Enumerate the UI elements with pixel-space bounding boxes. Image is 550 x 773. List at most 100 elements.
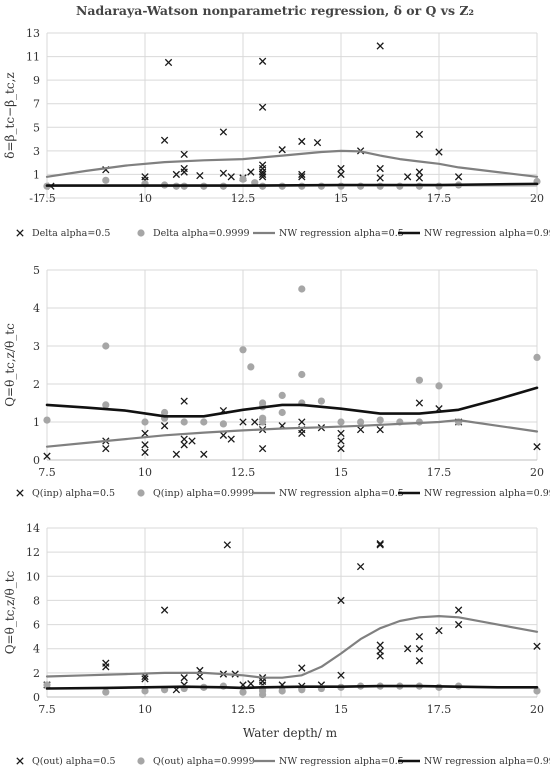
data-point-cross bbox=[337, 596, 345, 605]
regression-line bbox=[45, 182, 539, 187]
data-point-cross bbox=[258, 103, 267, 111]
x-tick-label: 12.5 bbox=[231, 703, 256, 716]
data-point-cross bbox=[219, 169, 228, 177]
series-line-3 bbox=[45, 615, 539, 679]
legend-label: NW regression alpha=0.9999 bbox=[424, 228, 550, 239]
data-point-cross bbox=[180, 164, 188, 173]
data-point-cross bbox=[258, 57, 267, 65]
y-tick-label: 0 bbox=[33, 691, 40, 704]
legend-label: NW regression alpha=0.9999 bbox=[424, 756, 550, 767]
data-point-dot bbox=[298, 285, 306, 293]
y-tick-label: 5 bbox=[33, 121, 40, 134]
data-point-cross bbox=[337, 437, 345, 445]
data-point-cross bbox=[533, 443, 541, 451]
legend-label: Q(out) alpha=0.5 bbox=[32, 756, 116, 767]
data-point-cross bbox=[337, 170, 345, 179]
regression-line bbox=[45, 615, 539, 679]
data-point-cross bbox=[219, 128, 228, 136]
legend: Q(out) alpha=0.5 Q(out) alpha=0.9999 NW re… bbox=[16, 756, 550, 767]
data-point-cross bbox=[356, 425, 365, 434]
figure-title: Nadaraya-Watson nonparametric regression… bbox=[76, 3, 474, 18]
data-point-cross bbox=[239, 418, 247, 426]
data-point-cross bbox=[141, 448, 149, 457]
series-line-3 bbox=[45, 419, 539, 448]
legend-label: NW regression alpha=0.9999 bbox=[424, 488, 550, 499]
panel-3: 0 2 4 6 8 10 12 14 7.5 10 12.5 15 17.5 20 Q=θ_tc,z/θ_t… bbox=[3, 522, 550, 767]
data-point-cross bbox=[160, 422, 169, 430]
data-point-dot bbox=[141, 687, 149, 695]
y-tick-label: 8 bbox=[33, 594, 40, 607]
data-point-cross bbox=[43, 452, 51, 460]
regression-line bbox=[45, 386, 539, 418]
x-tick-label: 20 bbox=[530, 192, 544, 205]
legend-marker-cross bbox=[16, 757, 24, 765]
data-point-cross bbox=[376, 42, 384, 50]
data-point-cross bbox=[356, 562, 365, 571]
data-point-cross bbox=[454, 173, 463, 181]
legend-label: Delta alpha=0.5 bbox=[32, 228, 110, 239]
legend-label: NW regression alpha=0.5 bbox=[279, 228, 404, 239]
data-point-cross bbox=[435, 148, 443, 156]
data-point-dot bbox=[43, 681, 51, 689]
y-tick-label: 3 bbox=[33, 145, 40, 158]
series-dot-2 bbox=[43, 175, 541, 190]
data-point-cross bbox=[376, 647, 384, 655]
data-point-cross bbox=[376, 164, 384, 173]
data-point-dot bbox=[278, 408, 286, 417]
data-point-cross bbox=[196, 672, 204, 681]
y-tick-label: 9 bbox=[33, 74, 40, 87]
data-point-dot bbox=[376, 416, 384, 424]
data-point-dot bbox=[239, 346, 247, 354]
series-dot-2 bbox=[43, 681, 541, 699]
y-tick-label: 11 bbox=[26, 51, 40, 64]
x-tick-label: 7.5 bbox=[38, 192, 56, 205]
data-point-dot bbox=[298, 370, 306, 379]
data-point-cross bbox=[298, 664, 306, 672]
data-point-dot bbox=[259, 399, 267, 407]
data-point-cross bbox=[337, 429, 345, 438]
data-point-cross bbox=[102, 444, 110, 453]
legend-label: Q(inp) alpha=0.5 bbox=[32, 488, 115, 499]
y-tick-label: 7 bbox=[33, 98, 40, 111]
y-axis-label: Q=θ_tc,z/θ_tc bbox=[3, 570, 17, 654]
data-point-cross bbox=[435, 626, 443, 635]
data-point-cross bbox=[258, 168, 267, 176]
data-point-cross bbox=[141, 429, 149, 438]
data-point-cross bbox=[454, 606, 463, 614]
series-cross-1 bbox=[43, 540, 541, 694]
data-point-cross bbox=[188, 437, 196, 445]
data-point-dot bbox=[278, 391, 286, 399]
data-point-dot bbox=[357, 418, 365, 426]
data-point-cross bbox=[376, 541, 384, 549]
x-tick-label: 15 bbox=[334, 466, 348, 479]
x-tick-label: 17.5 bbox=[427, 466, 452, 479]
data-point-cross bbox=[227, 435, 235, 443]
x-tick-label: 15 bbox=[334, 703, 348, 716]
data-point-cross bbox=[415, 130, 424, 139]
data-point-cross bbox=[337, 444, 345, 453]
data-point-dot bbox=[102, 401, 110, 409]
series-line-3 bbox=[45, 149, 539, 178]
data-point-cross bbox=[180, 441, 188, 449]
x-tick-label: 10 bbox=[138, 192, 152, 205]
data-point-cross bbox=[172, 170, 181, 179]
data-point-dot bbox=[259, 418, 267, 426]
data-point-cross bbox=[258, 161, 267, 169]
legend-marker-dot bbox=[137, 489, 145, 497]
data-point-cross bbox=[258, 164, 267, 173]
data-point-dot bbox=[43, 416, 51, 424]
y-axis-label: Q=θ_tc,z/θ_tc bbox=[3, 323, 17, 407]
data-point-dot bbox=[219, 420, 227, 428]
data-point-dot bbox=[415, 376, 423, 384]
data-point-dot bbox=[533, 687, 541, 695]
data-point-cross bbox=[180, 435, 188, 443]
legend-label: Q(inp) alpha=0.9999 bbox=[153, 488, 254, 499]
y-tick-label: 1 bbox=[33, 416, 40, 429]
data-point-cross bbox=[164, 58, 173, 67]
data-point-cross bbox=[415, 657, 424, 665]
data-point-dot bbox=[102, 688, 110, 696]
data-point-cross bbox=[180, 397, 188, 405]
data-point-dot bbox=[200, 418, 208, 426]
